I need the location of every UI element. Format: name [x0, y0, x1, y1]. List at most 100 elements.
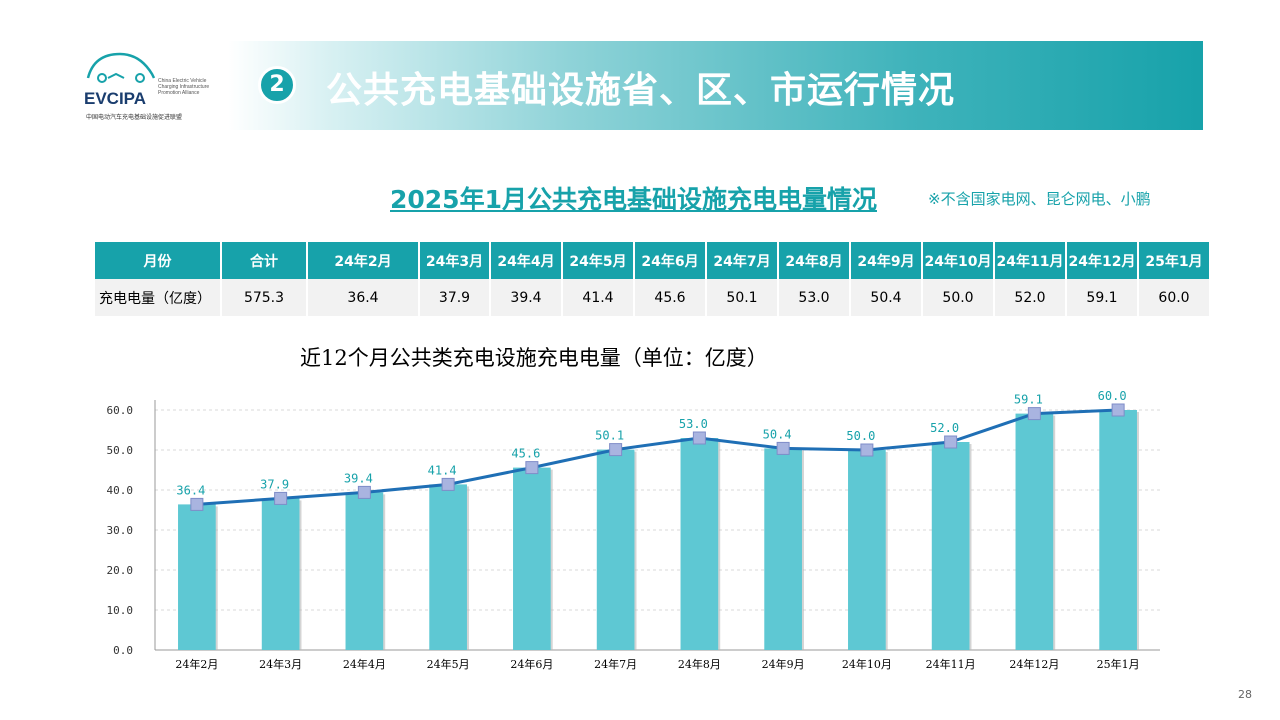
section-subtitle: 2025年1月公共充电基础设施充电电量情况	[390, 185, 877, 214]
car-plug-icon: EVCIPA China Electric Vehicle Charging I…	[84, 52, 209, 108]
y-tick-label: 20.0	[107, 564, 134, 577]
logo-brand: EVCIPA	[84, 89, 146, 108]
table-header-cell: 24年12月	[1066, 242, 1139, 279]
x-tick-label: 24年8月	[678, 657, 721, 671]
x-tick-label: 24年9月	[762, 657, 805, 671]
bar	[345, 492, 384, 650]
line-marker	[525, 461, 539, 475]
logo-org-name: 中国电动汽车充电基础设施促进联盟	[86, 114, 183, 121]
data-label: 39.4	[344, 471, 373, 485]
table-header-cell: 24年9月	[850, 242, 923, 279]
trend-line	[196, 408, 1119, 506]
x-tick-label: 24年3月	[259, 657, 302, 671]
y-tick-label: 30.0	[107, 524, 134, 537]
header-banner: 2 公共充电基础设施省、区、市运行情况	[228, 41, 1203, 130]
line-marker	[441, 477, 455, 491]
x-tick-label: 24年10月	[842, 657, 892, 671]
table-cell: 59.1	[1066, 279, 1139, 316]
data-label: 37.9	[260, 477, 289, 491]
bar	[848, 450, 886, 650]
table-header-cell: 合计	[221, 242, 308, 279]
line-marker	[609, 443, 623, 457]
y-tick-label: 50.0	[107, 444, 134, 457]
line-marker	[274, 491, 288, 505]
y-tick-label: 40.0	[107, 484, 134, 497]
table-cell: 53.0	[778, 279, 851, 316]
table-cell: 50.0	[922, 279, 995, 316]
table-cell: 52.0	[994, 279, 1067, 316]
logo-english-1: China Electric Vehicle	[158, 78, 207, 84]
x-tick-label: 24年6月	[510, 657, 553, 671]
table-cell: 50.1	[706, 279, 779, 316]
charging-volume-table: 月份 合计 24年2月 24年3月 24年4月 24年5月 24年6月 24年7…	[95, 242, 1211, 316]
data-label: 41.4	[428, 463, 457, 477]
exclusion-note: ※不含国家电网、昆仑网电、小鹏	[928, 190, 1151, 208]
line-marker	[1111, 403, 1125, 417]
bar	[178, 504, 216, 650]
data-label: 59.1	[1014, 393, 1043, 407]
bar	[931, 442, 970, 650]
table-header-cell: 25年1月	[1138, 242, 1211, 279]
y-tick-label: 10.0	[107, 604, 134, 617]
table-cell: 45.6	[634, 279, 707, 316]
table-row: 充电电量（亿度） 575.3 36.4 37.9 39.4 41.4 45.6 …	[95, 279, 1211, 316]
x-tick-label: 24年4月	[343, 657, 386, 671]
bar	[596, 449, 635, 650]
bar	[429, 484, 467, 650]
data-label: 45.6	[511, 447, 540, 461]
x-tick-label: 24年12月	[1009, 657, 1059, 671]
logo-english-3: Promotion Alliance	[158, 90, 200, 96]
table-header-cell: 24年6月	[634, 242, 707, 279]
y-tick-label: 60.0	[107, 404, 134, 417]
bar	[764, 448, 802, 650]
data-label: 53.0	[679, 417, 708, 431]
data-label: 50.0	[846, 429, 875, 443]
x-tick-label: 25年1月	[1097, 657, 1140, 671]
line-marker	[1027, 407, 1041, 421]
data-label: 50.1	[595, 429, 624, 443]
bar	[513, 467, 551, 650]
bar	[1099, 410, 1137, 650]
x-tick-label: 24年5月	[427, 657, 470, 671]
table-header-row: 月份 合计 24年2月 24年3月 24年4月 24年5月 24年6月 24年7…	[95, 242, 1211, 279]
table-cell: 36.4	[307, 279, 420, 316]
table-header-cell: 24年5月	[562, 242, 635, 279]
table-cell: 37.9	[419, 279, 491, 316]
table-header-cell: 24年4月	[490, 242, 563, 279]
table-header-cell: 24年7月	[706, 242, 779, 279]
table-cell: 39.4	[490, 279, 563, 316]
chart-title: 近12个月公共类充电设施充电电量（单位：亿度）	[300, 346, 768, 370]
table-header-cell: 月份	[95, 242, 222, 279]
line-marker	[357, 485, 371, 499]
table-header-cell: 24年8月	[778, 242, 851, 279]
table-cell: 41.4	[562, 279, 635, 316]
line-marker	[860, 443, 874, 457]
evcipa-logo: EVCIPA China Electric Vehicle Charging I…	[82, 48, 222, 128]
bar	[1015, 413, 1054, 650]
table-header-cell: 24年11月	[994, 242, 1067, 279]
table-header-cell: 24年10月	[922, 242, 995, 279]
table-row-label: 充电电量（亿度）	[95, 279, 222, 316]
line-marker	[944, 435, 958, 449]
data-label: 36.4	[176, 483, 205, 497]
section-number-badge: 2	[258, 66, 296, 104]
data-label: 50.4	[763, 427, 792, 441]
line-marker	[692, 431, 706, 445]
line-marker	[776, 441, 790, 455]
y-tick-label: 0.0	[113, 644, 133, 657]
line-marker	[190, 497, 204, 511]
x-tick-label: 24年7月	[594, 657, 637, 671]
charging-volume-chart: 0.0 10.0 20.0 30.0 40.0 50.0 60.0 36.4 24年2月 37.9…	[107, 389, 1160, 671]
table-header-cell: 24年2月	[307, 242, 420, 279]
table-cell: 50.4	[850, 279, 923, 316]
data-label: 52.0	[930, 421, 959, 435]
table-header-cell: 24年3月	[419, 242, 491, 279]
table-cell: 60.0	[1138, 279, 1211, 316]
logo-english-2: Charging Infrastructure	[158, 84, 209, 90]
page-number: 28	[1238, 688, 1252, 701]
page-title: 公共充电基础设施省、区、市运行情况	[326, 70, 956, 111]
table-cell: 575.3	[221, 279, 308, 316]
x-tick-label: 24年2月	[175, 657, 218, 671]
bar	[680, 438, 719, 650]
bar	[261, 498, 300, 650]
